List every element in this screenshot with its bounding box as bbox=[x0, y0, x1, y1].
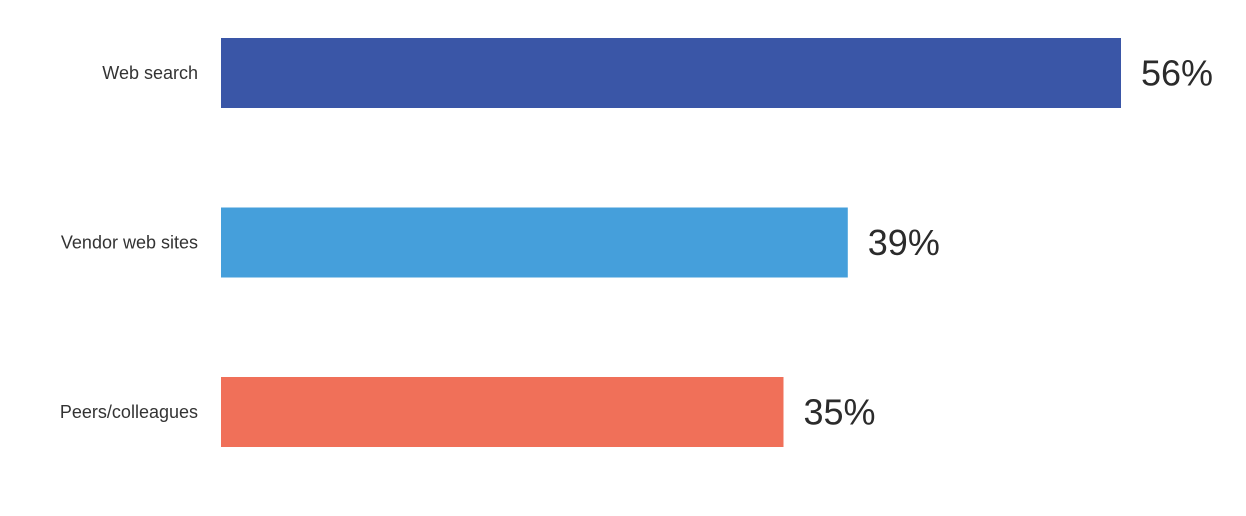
category-label-vendor-web-sites: Vendor web sites bbox=[61, 233, 198, 253]
value-label-vendor-web-sites: 39% bbox=[868, 222, 940, 263]
category-label-peers-colleagues: Peers/colleagues bbox=[60, 402, 198, 422]
bar-peers-colleagues bbox=[221, 377, 784, 447]
value-label-peers-colleagues: 35% bbox=[804, 392, 876, 433]
category-label-web-search: Web search bbox=[102, 63, 198, 83]
bar-web-search bbox=[221, 38, 1121, 108]
value-label-web-search: 56% bbox=[1141, 53, 1213, 94]
bar-vendor-web-sites bbox=[221, 207, 848, 278]
